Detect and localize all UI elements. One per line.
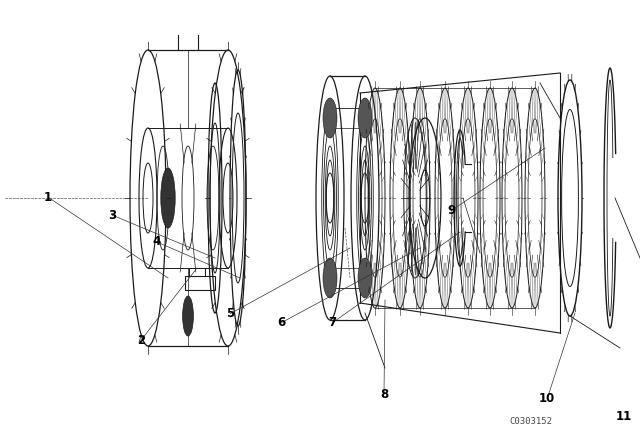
Text: 7: 7 — [329, 316, 337, 329]
Text: 8: 8 — [380, 388, 388, 401]
Text: 11: 11 — [616, 410, 632, 423]
Text: 4: 4 — [153, 235, 161, 249]
Bar — [189, 268, 205, 276]
Text: 9: 9 — [447, 204, 455, 217]
Ellipse shape — [358, 98, 372, 138]
Ellipse shape — [323, 98, 337, 138]
Ellipse shape — [161, 168, 175, 228]
Text: 10: 10 — [539, 392, 556, 405]
Ellipse shape — [358, 258, 372, 298]
Text: 1: 1 — [44, 190, 52, 204]
Text: 2: 2 — [137, 334, 145, 347]
Bar — [185, 276, 215, 290]
Ellipse shape — [323, 258, 337, 298]
Text: 5: 5 — [227, 307, 234, 320]
Text: 6: 6 — [278, 316, 285, 329]
Text: C0303152: C0303152 — [509, 417, 553, 426]
Text: 3: 3 — [108, 208, 116, 222]
Ellipse shape — [182, 296, 193, 336]
